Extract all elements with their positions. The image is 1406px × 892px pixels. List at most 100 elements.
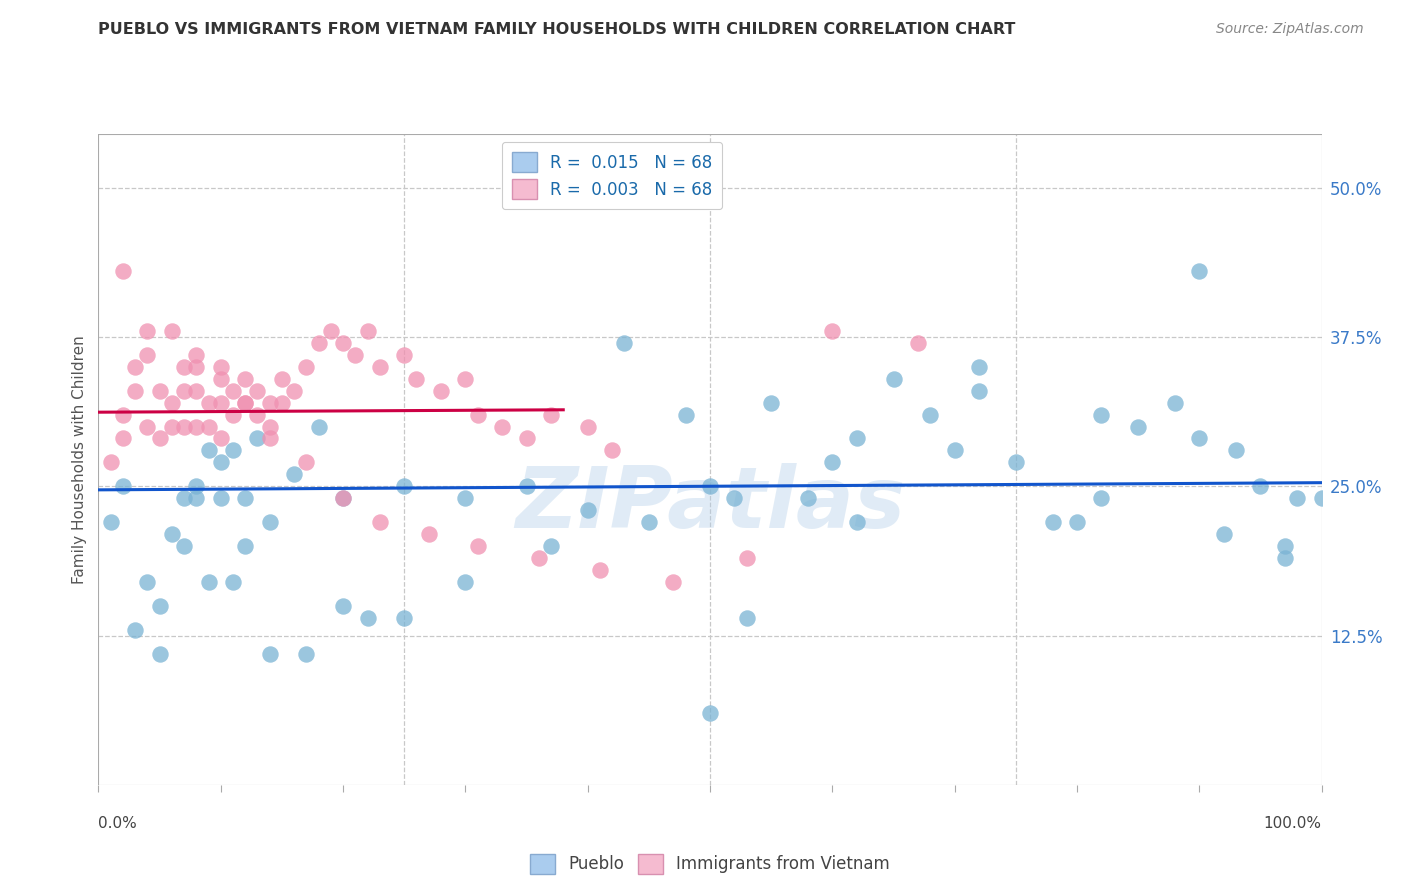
Point (209, 455, 232, 469)
Point (186, 479, 208, 493)
Point (467, 408, 489, 422)
Point (967, 359, 990, 374)
Point (186, 384, 208, 398)
Point (1090, 408, 1112, 422)
Point (1274, 539, 1296, 553)
Point (149, 432, 172, 446)
Legend: Pueblo, Immigrants from Vietnam: Pueblo, Immigrants from Vietnam (523, 847, 897, 880)
Y-axis label: Family Households with Children: Family Households with Children (72, 335, 87, 583)
Point (454, 574, 477, 589)
Point (233, 539, 256, 553)
Point (259, 419, 281, 434)
Point (1066, 515, 1088, 529)
Point (1249, 479, 1271, 493)
Point (699, 479, 721, 493)
Point (197, 574, 219, 589)
Point (209, 432, 232, 446)
Point (907, 335, 929, 350)
Point (186, 491, 208, 506)
Point (136, 419, 159, 434)
Point (173, 491, 195, 506)
Point (920, 408, 942, 422)
Point (1128, 419, 1150, 434)
Point (233, 372, 256, 386)
Point (173, 384, 195, 398)
Point (467, 539, 489, 553)
Point (613, 335, 636, 350)
Point (308, 335, 330, 350)
Point (821, 455, 844, 469)
Point (491, 419, 513, 434)
Point (576, 419, 599, 434)
Point (943, 443, 966, 458)
Point (111, 432, 134, 446)
Point (515, 432, 537, 446)
Point (209, 359, 232, 374)
Point (454, 491, 477, 506)
Point (222, 574, 245, 589)
Point (222, 443, 245, 458)
Point (454, 372, 477, 386)
Point (222, 408, 245, 422)
Point (160, 527, 183, 541)
Point (100, 455, 122, 469)
Point (356, 610, 378, 624)
Point (735, 551, 758, 566)
Point (405, 372, 427, 386)
Point (149, 384, 172, 398)
Point (675, 408, 697, 422)
Point (259, 515, 281, 529)
Point (136, 348, 159, 362)
Point (100, 515, 122, 529)
Point (270, 372, 294, 386)
Text: PUEBLO VS IMMIGRANTS FROM VIETNAM FAMILY HOUSEHOLDS WITH CHILDREN CORRELATION CH: PUEBLO VS IMMIGRANTS FROM VIETNAM FAMILY… (98, 22, 1015, 37)
Point (295, 455, 318, 469)
Point (259, 432, 281, 446)
Point (160, 419, 183, 434)
Point (173, 539, 195, 553)
Point (209, 491, 232, 506)
Point (1164, 395, 1187, 409)
Point (576, 503, 599, 517)
Point (600, 443, 623, 458)
Point (1004, 455, 1026, 469)
Point (392, 348, 416, 362)
Point (173, 359, 195, 374)
Point (845, 432, 868, 446)
Point (283, 384, 305, 398)
Text: 100.0%: 100.0% (1264, 816, 1322, 831)
Point (173, 419, 195, 434)
Point (1090, 491, 1112, 506)
Point (124, 384, 146, 398)
Point (124, 623, 146, 637)
Point (209, 395, 232, 409)
Point (1042, 515, 1064, 529)
Point (1188, 432, 1211, 446)
Point (368, 515, 391, 529)
Text: ZIPatlas: ZIPatlas (515, 464, 905, 547)
Point (418, 527, 440, 541)
Point (821, 324, 844, 338)
Point (1274, 551, 1296, 566)
Point (1286, 491, 1309, 506)
Point (797, 491, 820, 506)
Point (259, 647, 281, 661)
Point (1310, 491, 1333, 506)
Point (761, 395, 783, 409)
Point (392, 479, 416, 493)
Point (197, 419, 219, 434)
Point (319, 324, 342, 338)
Point (270, 395, 294, 409)
Point (332, 599, 354, 613)
Point (124, 359, 146, 374)
Point (368, 359, 391, 374)
Point (967, 384, 990, 398)
Point (1188, 264, 1211, 278)
Point (540, 539, 562, 553)
Point (222, 384, 245, 398)
Point (308, 419, 330, 434)
Point (356, 324, 378, 338)
Point (637, 515, 661, 529)
Point (233, 491, 256, 506)
Point (344, 348, 367, 362)
